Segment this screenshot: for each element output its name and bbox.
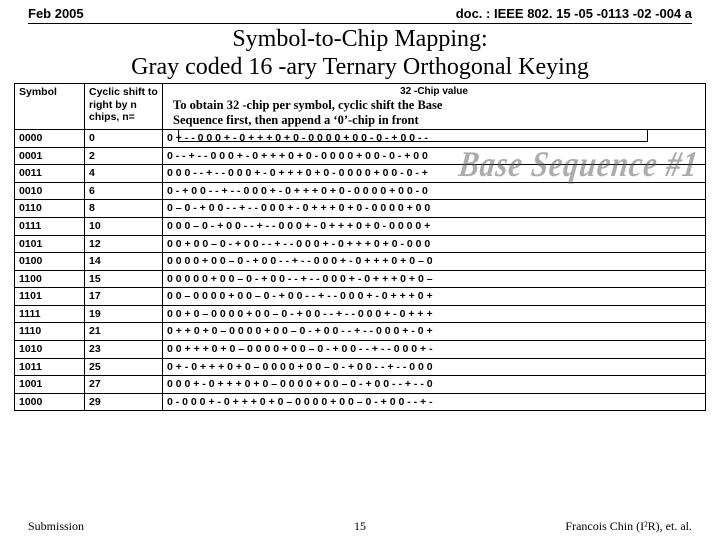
cell-chip: 0 0 + + + 0 + 0 – 0 0 0 0 + 0 0 – 0 - + …: [163, 341, 706, 359]
cell-chip: 0 + - - 0 0 0 + - 0 + + + 0 + 0 - 0 0 0 …: [163, 129, 706, 147]
cell-shift: 29: [85, 393, 163, 411]
cell-shift: 2: [85, 147, 163, 165]
page-title: Symbol-to-Chip Mapping: Gray coded 16 -a…: [0, 26, 720, 83]
footer-left: Submission: [28, 519, 84, 534]
cell-symbol: 1100: [15, 270, 85, 288]
cell-symbol: 1111: [15, 305, 85, 323]
col-chip: 32 -Chip value To obtain 32 -chip per sy…: [163, 84, 706, 130]
chip-note-l1: To obtain 32 -chip per symbol, cyclic sh…: [173, 98, 442, 112]
table-row: 1110210 + + 0 + 0 – 0 0 0 0 + 0 0 – 0 - …: [15, 323, 706, 341]
table-row: 000000 + - - 0 0 0 + - 0 + + + 0 + 0 - 0…: [15, 129, 706, 147]
table-row: 1010230 0 + + + 0 + 0 – 0 0 0 0 + 0 0 – …: [15, 341, 706, 359]
header-underline: [28, 23, 692, 24]
cell-chip: 0 0 + 0 – 0 0 0 0 + 0 0 – 0 - + 0 0 - - …: [163, 305, 706, 323]
cell-symbol: 0100: [15, 253, 85, 271]
cell-chip: 0 0 0 0 + 0 0 – 0 - + 0 0 - - + - - 0 0 …: [163, 253, 706, 271]
cell-shift: 15: [85, 270, 163, 288]
cell-chip: 0 0 + 0 0 – 0 - + 0 0 - - + - - 0 0 0 + …: [163, 235, 706, 253]
cell-chip: 0 0 0 – 0 - + 0 0 - - + - - 0 0 0 + - 0 …: [163, 217, 706, 235]
title-line2: Gray coded 16 -ary Ternary Orthogonal Ke…: [20, 54, 700, 82]
title-line1: Symbol-to-Chip Mapping:: [20, 26, 700, 54]
header-right: doc. : IEEE 802. 15 -05 -0113 -02 -004 a: [456, 6, 692, 21]
cell-symbol: 1011: [15, 358, 85, 376]
table-row: 001140 0 0 - - + - - 0 0 0 + - 0 + + + 0…: [15, 165, 706, 183]
cell-symbol: 1110: [15, 323, 85, 341]
table-row: 1101170 0 – 0 0 0 0 + 0 0 – 0 - + 0 0 - …: [15, 288, 706, 306]
cell-chip: 0 0 – 0 0 0 0 + 0 0 – 0 - + 0 0 - - + - …: [163, 288, 706, 306]
table-row: 0111100 0 0 – 0 - + 0 0 - - + - - 0 0 0 …: [15, 217, 706, 235]
cell-shift: 25: [85, 358, 163, 376]
cell-shift: 10: [85, 217, 163, 235]
cell-shift: 0: [85, 129, 163, 147]
cell-shift: 27: [85, 376, 163, 394]
table-row: 1100150 0 0 0 0 + 0 0 – 0 - + 0 0 - - + …: [15, 270, 706, 288]
chip-note: To obtain 32 -chip per symbol, cyclic sh…: [167, 98, 701, 127]
table-row: 0100140 0 0 0 + 0 0 – 0 - + 0 0 - - + - …: [15, 253, 706, 271]
cell-shift: 12: [85, 235, 163, 253]
cell-symbol: 0110: [15, 200, 85, 218]
cell-shift: 8: [85, 200, 163, 218]
table-row: 0101120 0 + 0 0 – 0 - + 0 0 - - + - - 0 …: [15, 235, 706, 253]
mapping-table: Symbol Cyclic shift to right by n chips,…: [14, 83, 706, 411]
table-row: 001060 - + 0 0 - - + - - 0 0 0 + - 0 + +…: [15, 182, 706, 200]
cell-shift: 14: [85, 253, 163, 271]
cell-chip: 0 – 0 - + 0 0 - - + - - 0 0 0 + - 0 + + …: [163, 200, 706, 218]
cell-symbol: 0011: [15, 165, 85, 183]
footer-right: Francois Chin (I²R), et. al.: [565, 519, 692, 534]
cell-symbol: 1001: [15, 376, 85, 394]
table-row: 011080 – 0 - + 0 0 - - + - - 0 0 0 + - 0…: [15, 200, 706, 218]
col-symbol: Symbol: [15, 84, 85, 130]
cell-shift: 6: [85, 182, 163, 200]
cell-shift: 19: [85, 305, 163, 323]
cell-chip: 0 0 0 0 0 + 0 0 – 0 - + 0 0 - - + - - 0 …: [163, 270, 706, 288]
col-shift: Cyclic shift to right by n chips, n=: [85, 84, 163, 130]
header-left: Feb 2005: [28, 6, 84, 21]
cell-chip: 0 - 0 0 0 + - 0 + + + 0 + 0 – 0 0 0 0 + …: [163, 393, 706, 411]
cell-symbol: 1101: [15, 288, 85, 306]
cell-symbol: 0010: [15, 182, 85, 200]
cell-symbol: 0111: [15, 217, 85, 235]
cell-chip: 0 0 0 + - 0 + + + 0 + 0 – 0 0 0 0 + 0 0 …: [163, 376, 706, 394]
cell-shift: 21: [85, 323, 163, 341]
cell-chip: 0 0 0 - - + - - 0 0 0 + - 0 + + + 0 + 0 …: [163, 165, 706, 183]
cell-chip: 0 - - + - - 0 0 0 + - 0 + + + 0 + 0 - 0 …: [163, 147, 706, 165]
cell-chip: 0 + - 0 + + + 0 + 0 – 0 0 0 0 + 0 0 – 0 …: [163, 358, 706, 376]
cell-shift: 17: [85, 288, 163, 306]
cell-chip: 0 + + 0 + 0 – 0 0 0 0 + 0 0 – 0 - + 0 0 …: [163, 323, 706, 341]
chip-subheader: 32 -Chip value: [167, 86, 701, 98]
note-box-overlay: [178, 129, 648, 142]
cell-symbol: 0001: [15, 147, 85, 165]
cell-chip: 0 - + 0 0 - - + - - 0 0 0 + - 0 + + + 0 …: [163, 182, 706, 200]
chip-note-l2: Sequence first, then append a ‘0’-chip i…: [173, 113, 419, 127]
table-row: 000120 - - + - - 0 0 0 + - 0 + + + 0 + 0…: [15, 147, 706, 165]
cell-symbol: 1010: [15, 341, 85, 359]
cell-shift: 4: [85, 165, 163, 183]
table-body: 000000 + - - 0 0 0 + - 0 + + + 0 + 0 - 0…: [15, 129, 706, 411]
table-row: 1000290 - 0 0 0 + - 0 + + + 0 + 0 – 0 0 …: [15, 393, 706, 411]
table-row: 1111190 0 + 0 – 0 0 0 0 + 0 0 – 0 - + 0 …: [15, 305, 706, 323]
table-row: 1011250 + - 0 + + + 0 + 0 – 0 0 0 0 + 0 …: [15, 358, 706, 376]
table-row: 1001270 0 0 + - 0 + + + 0 + 0 – 0 0 0 0 …: [15, 376, 706, 394]
cell-symbol: 0101: [15, 235, 85, 253]
cell-symbol: 0000: [15, 129, 85, 147]
cell-symbol: 1000: [15, 393, 85, 411]
cell-shift: 23: [85, 341, 163, 359]
